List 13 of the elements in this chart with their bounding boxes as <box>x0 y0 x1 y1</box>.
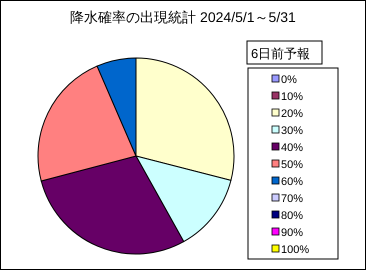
legend-label: 50% <box>281 159 304 171</box>
legend-label: 0% <box>281 74 298 86</box>
legend-label: 60% <box>281 176 304 188</box>
chart-title: 降水確率の出現統計 2024/5/1～5/31 <box>70 9 296 25</box>
legend-title: 6日前予報 <box>251 46 310 61</box>
legend-label: 30% <box>281 125 304 137</box>
legend-label: 40% <box>281 142 304 154</box>
legend-label: 70% <box>281 193 304 205</box>
legend-label: 90% <box>281 227 304 239</box>
legend-label: 100% <box>281 244 310 256</box>
legend-label: 20% <box>281 108 304 120</box>
legend-label: 10% <box>281 91 304 103</box>
legend-label: 80% <box>281 210 304 222</box>
